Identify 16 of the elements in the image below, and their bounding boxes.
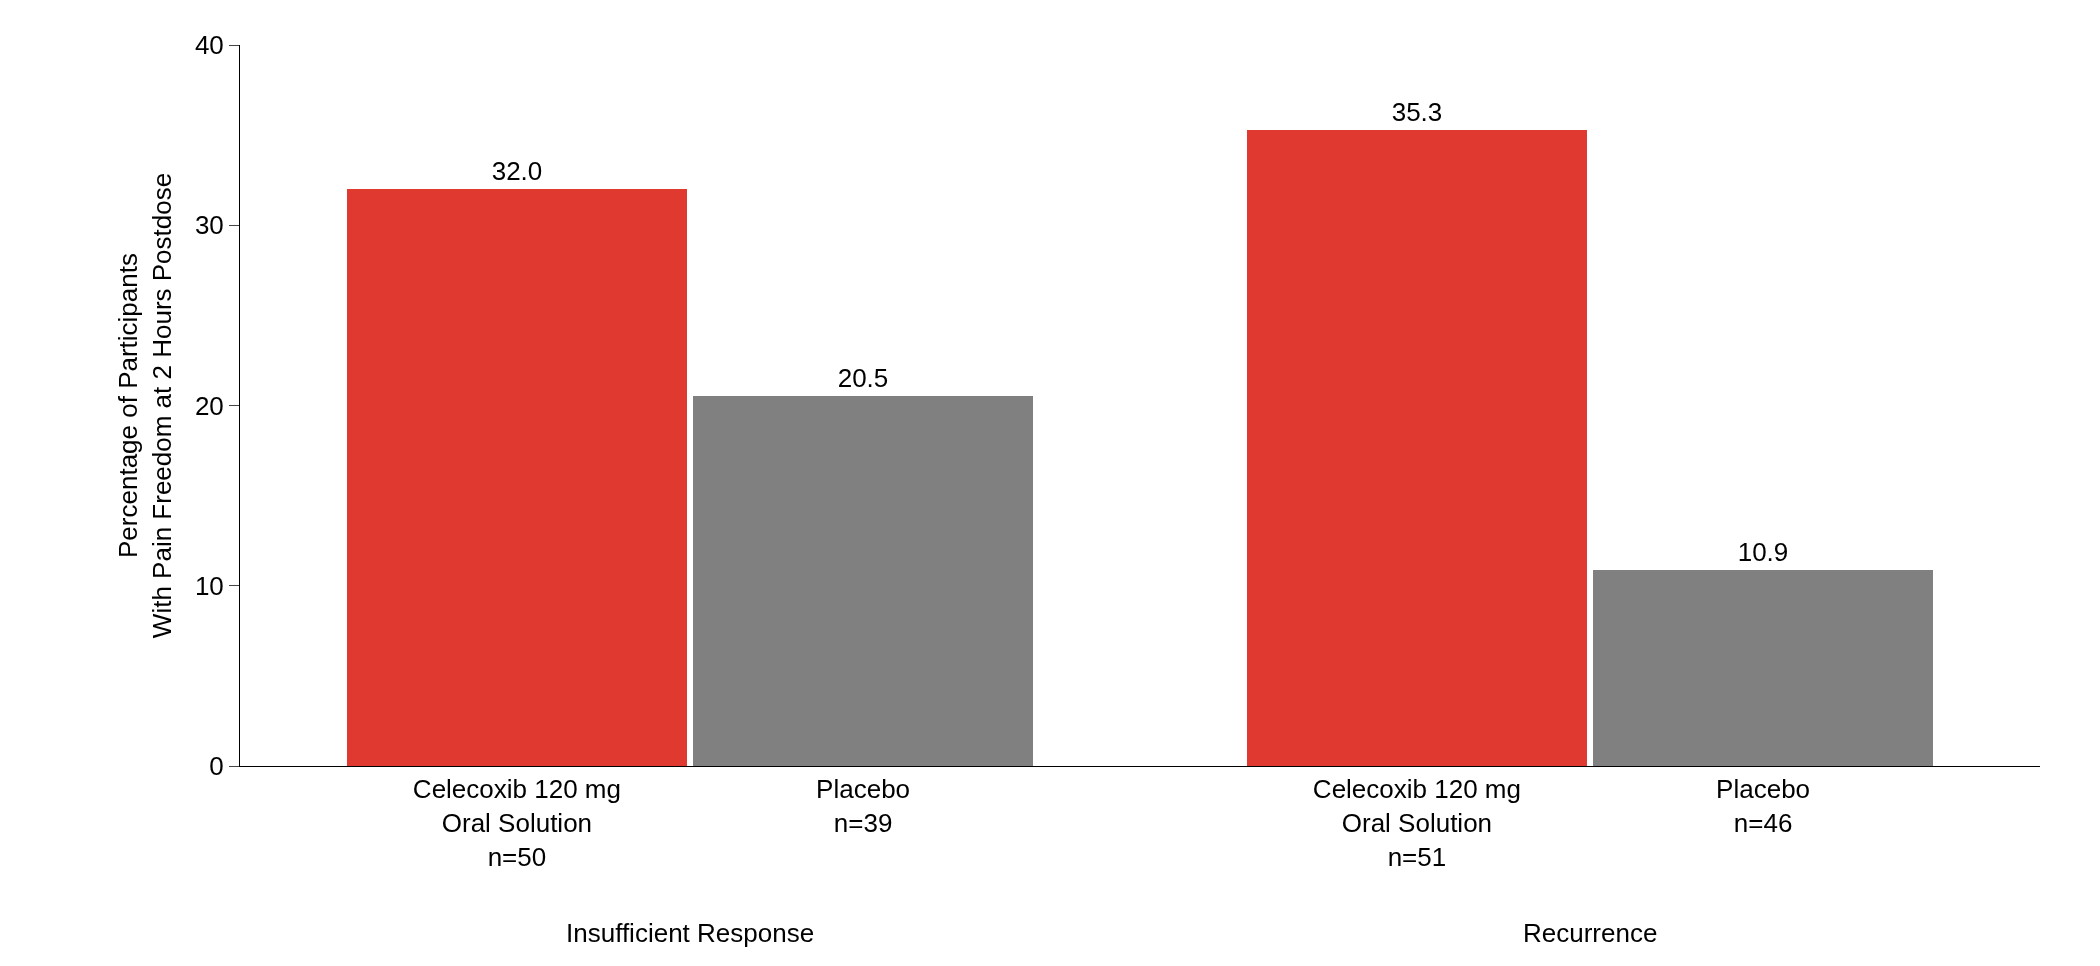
data-label: 35.3 <box>1391 97 1443 127</box>
x-tick-label: Placebo n=46 <box>1716 774 1811 838</box>
y-tick-label: 0 <box>209 751 224 782</box>
y-tick-label: 40 <box>194 30 224 61</box>
y-axis-title: Percentage of Participants With Pain Freedom at 2 Hours Postdose <box>113 172 178 639</box>
data-label: 10.9 <box>1737 537 1789 567</box>
text: Recurrence <box>1523 918 1658 948</box>
y-tick-label: 20 <box>194 390 224 421</box>
y-tick-label: 10 <box>194 570 224 601</box>
y-tick-label: 30 <box>194 210 224 241</box>
data-label: 32.0 <box>491 156 543 186</box>
text: Insufficient Response <box>566 918 815 948</box>
x-tick-label: Celecoxib 120 mg Oral Solution n=51 <box>1312 774 1521 872</box>
x-tick-label: Celecoxib 120 mg Oral Solution n=50 <box>412 774 621 872</box>
x-tick-label: Placebo n=39 <box>816 774 911 838</box>
data-label: 20.5 <box>837 363 889 393</box>
